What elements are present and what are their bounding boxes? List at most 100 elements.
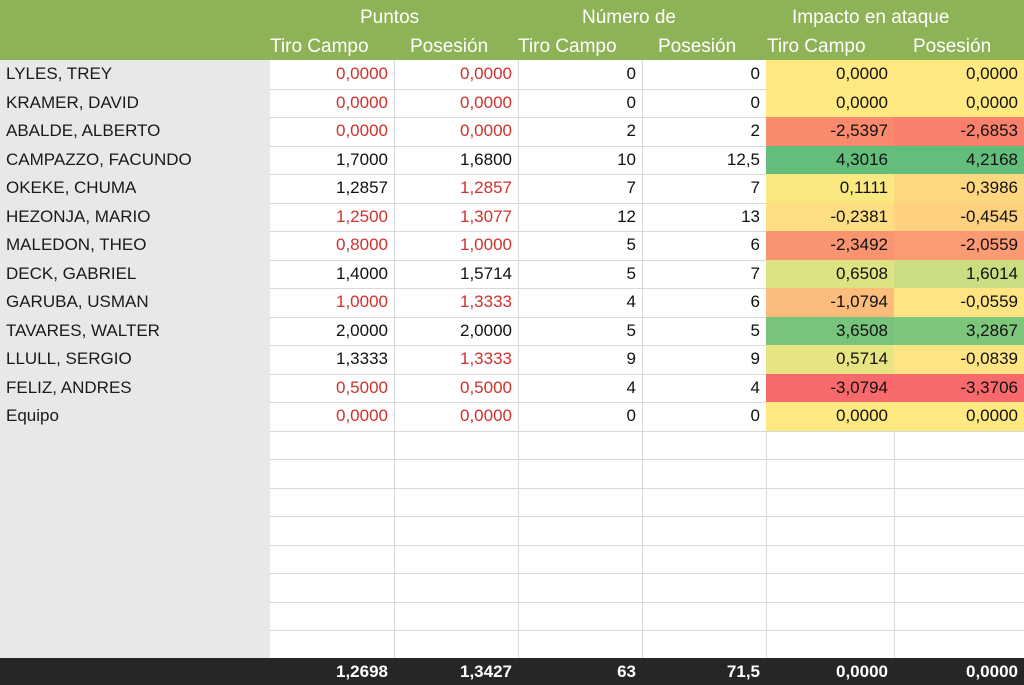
table-cell: 1,0000 xyxy=(336,292,388,311)
table-cell: 0,0000 xyxy=(336,92,388,112)
table-cell: 1,6800 xyxy=(460,149,512,169)
table-cell: 10 xyxy=(617,149,636,169)
table-row: CAMPAZZO, FACUNDO 1,7000 1,6800 10 12,5 4,301… xyxy=(0,145,1024,174)
table-cell: -2,0559 xyxy=(894,231,1024,260)
col-header-1: Tiro Campo xyxy=(270,36,369,57)
row-divider xyxy=(270,630,1024,631)
player-name: GARUBA, USMAN xyxy=(6,292,149,311)
row-divider xyxy=(270,459,1024,460)
row-divider xyxy=(270,374,1024,375)
table-row: MALEDON, THEO 0,8000 1,0000 5 6 -2,3492 -2,055… xyxy=(0,231,1024,260)
column-divider xyxy=(518,60,519,658)
player-name: LYLES, TREY xyxy=(6,64,113,83)
table-cell: 0,0000 xyxy=(460,406,512,425)
table-row: LLULL, SERGIO 1,3333 1,3333 9 9 0,5714 -0,0839 xyxy=(0,345,1024,374)
table-row: ABALDE, ALBERTO 0,0000 0,0000 2 2 -2,5397 -2,6… xyxy=(0,117,1024,146)
table-cell: 1,2857 xyxy=(460,178,512,197)
table-cell: -2,6853 xyxy=(894,117,1024,146)
table-cell: 4 xyxy=(750,377,760,397)
table-cell: 0,0000 xyxy=(766,88,894,117)
total-cell: 1,3427 xyxy=(460,662,512,681)
table-cell: 5 xyxy=(626,235,636,254)
table-cell: -2,3492 xyxy=(766,231,894,260)
table-cell: 0 xyxy=(750,92,760,112)
table-cell: 0,5000 xyxy=(460,377,512,397)
table-cell: 6 xyxy=(750,292,760,311)
row-divider xyxy=(270,260,1024,261)
table-cell: 1,4000 xyxy=(336,263,388,283)
player-name: TAVARES, WALTER xyxy=(6,320,160,340)
table-cell: 0 xyxy=(750,406,760,425)
col-header-6: Posesión xyxy=(913,36,992,57)
table-cell: 13 xyxy=(741,206,760,226)
total-cell: 0,0000 xyxy=(966,662,1018,681)
totals-row: 1,2698 1,3427 63 71,5 0,0000 0,0000 xyxy=(0,658,1024,685)
table-cell: 1,3077 xyxy=(460,206,512,226)
table-cell: 0,0000 xyxy=(460,64,512,83)
col-header-4: Posesión xyxy=(658,36,737,57)
table-cell: 0 xyxy=(626,64,636,83)
group-header-puntos: Puntos xyxy=(360,7,420,28)
table-cell: 5 xyxy=(750,320,760,340)
row-divider xyxy=(270,602,1024,603)
col-header-3: Tiro Campo xyxy=(518,36,617,57)
table-cell: 9 xyxy=(750,349,760,368)
table-row: HEZONJA, MARIO 1,2500 1,3077 12 13 -0,2381 -0,… xyxy=(0,202,1024,231)
table-cell: 5 xyxy=(626,263,636,283)
table-cell: 3,2867 xyxy=(894,316,1024,345)
table-cell: 0,0000 xyxy=(336,121,388,140)
player-name: DECK, GABRIEL xyxy=(6,263,137,283)
row-divider xyxy=(270,89,1024,90)
table-cell: 1,3333 xyxy=(460,292,512,311)
column-divider xyxy=(394,60,395,658)
table-cell: 2,0000 xyxy=(460,320,512,340)
table-row: DECK, GABRIEL 1,4000 1,5714 5 7 0,6508 1,6014 xyxy=(0,259,1024,288)
table-cell: 7 xyxy=(626,178,636,197)
player-name: MALEDON, THEO xyxy=(6,235,147,254)
total-cell: 63 xyxy=(617,662,636,681)
table-cell: 0,0000 xyxy=(336,64,388,83)
table-cell: 1,2500 xyxy=(336,206,388,226)
table-cell: 2 xyxy=(750,121,760,140)
row-divider xyxy=(270,231,1024,232)
row-divider xyxy=(270,573,1024,574)
table-row: TAVARES, WALTER 2,0000 2,0000 5 5 3,6508 3,286… xyxy=(0,316,1024,345)
total-cell: 0,0000 xyxy=(836,662,888,681)
table-cell: 0,5714 xyxy=(766,345,894,374)
table-cell: 0 xyxy=(626,406,636,425)
table-cell: 0,0000 xyxy=(894,402,1024,431)
table-row: FELIZ, ANDRES 0,5000 0,5000 4 4 -3,0794 -3,370… xyxy=(0,373,1024,402)
table-cell: -0,2381 xyxy=(766,202,894,231)
table-cell: 0,0000 xyxy=(460,121,512,140)
table-cell: -0,4545 xyxy=(894,202,1024,231)
row-divider xyxy=(270,117,1024,118)
table-cell: 2 xyxy=(626,121,636,140)
table-cell: -1,0794 xyxy=(766,288,894,317)
row-divider xyxy=(270,402,1024,403)
total-cell: 1,2698 xyxy=(336,662,388,681)
table-cell: 0,0000 xyxy=(766,60,894,89)
table-row: Equipo 0,0000 0,0000 0 0 0,0000 0,0000 xyxy=(0,402,1024,431)
row-divider xyxy=(270,516,1024,517)
table-row: LYLES, TREY 0,0000 0,0000 0 0 0,0000 0,0000 xyxy=(0,60,1024,89)
table-cell: 1,0000 xyxy=(460,235,512,254)
table-cell: -3,0794 xyxy=(766,373,894,402)
row-divider xyxy=(270,488,1024,489)
row-divider xyxy=(270,146,1024,147)
name-column-background xyxy=(0,60,270,658)
table-cell: 0 xyxy=(750,64,760,83)
player-name: Equipo xyxy=(6,406,59,425)
table-cell: 0,5000 xyxy=(336,377,388,397)
header-band: Puntos Número de Impacto en ataque Tiro … xyxy=(0,0,1024,60)
table-cell: -0,3986 xyxy=(894,174,1024,203)
table-row: OKEKE, CHUMA 1,2857 1,2857 7 7 0,1111 -0,3986 xyxy=(0,174,1024,203)
table-cell: 2,0000 xyxy=(336,320,388,340)
table-row: KRAMER, DAVID 0,0000 0,0000 0 0 0,0000 0,0000 xyxy=(0,88,1024,117)
player-name: LLULL, SERGIO xyxy=(6,349,132,368)
table-cell: 7 xyxy=(750,178,760,197)
table-cell: 0 xyxy=(626,92,636,112)
table-cell: 3,6508 xyxy=(766,316,894,345)
table-cell: 0,0000 xyxy=(894,88,1024,117)
group-header-numero: Número de xyxy=(582,7,676,28)
table-cell: 0,0000 xyxy=(894,60,1024,89)
